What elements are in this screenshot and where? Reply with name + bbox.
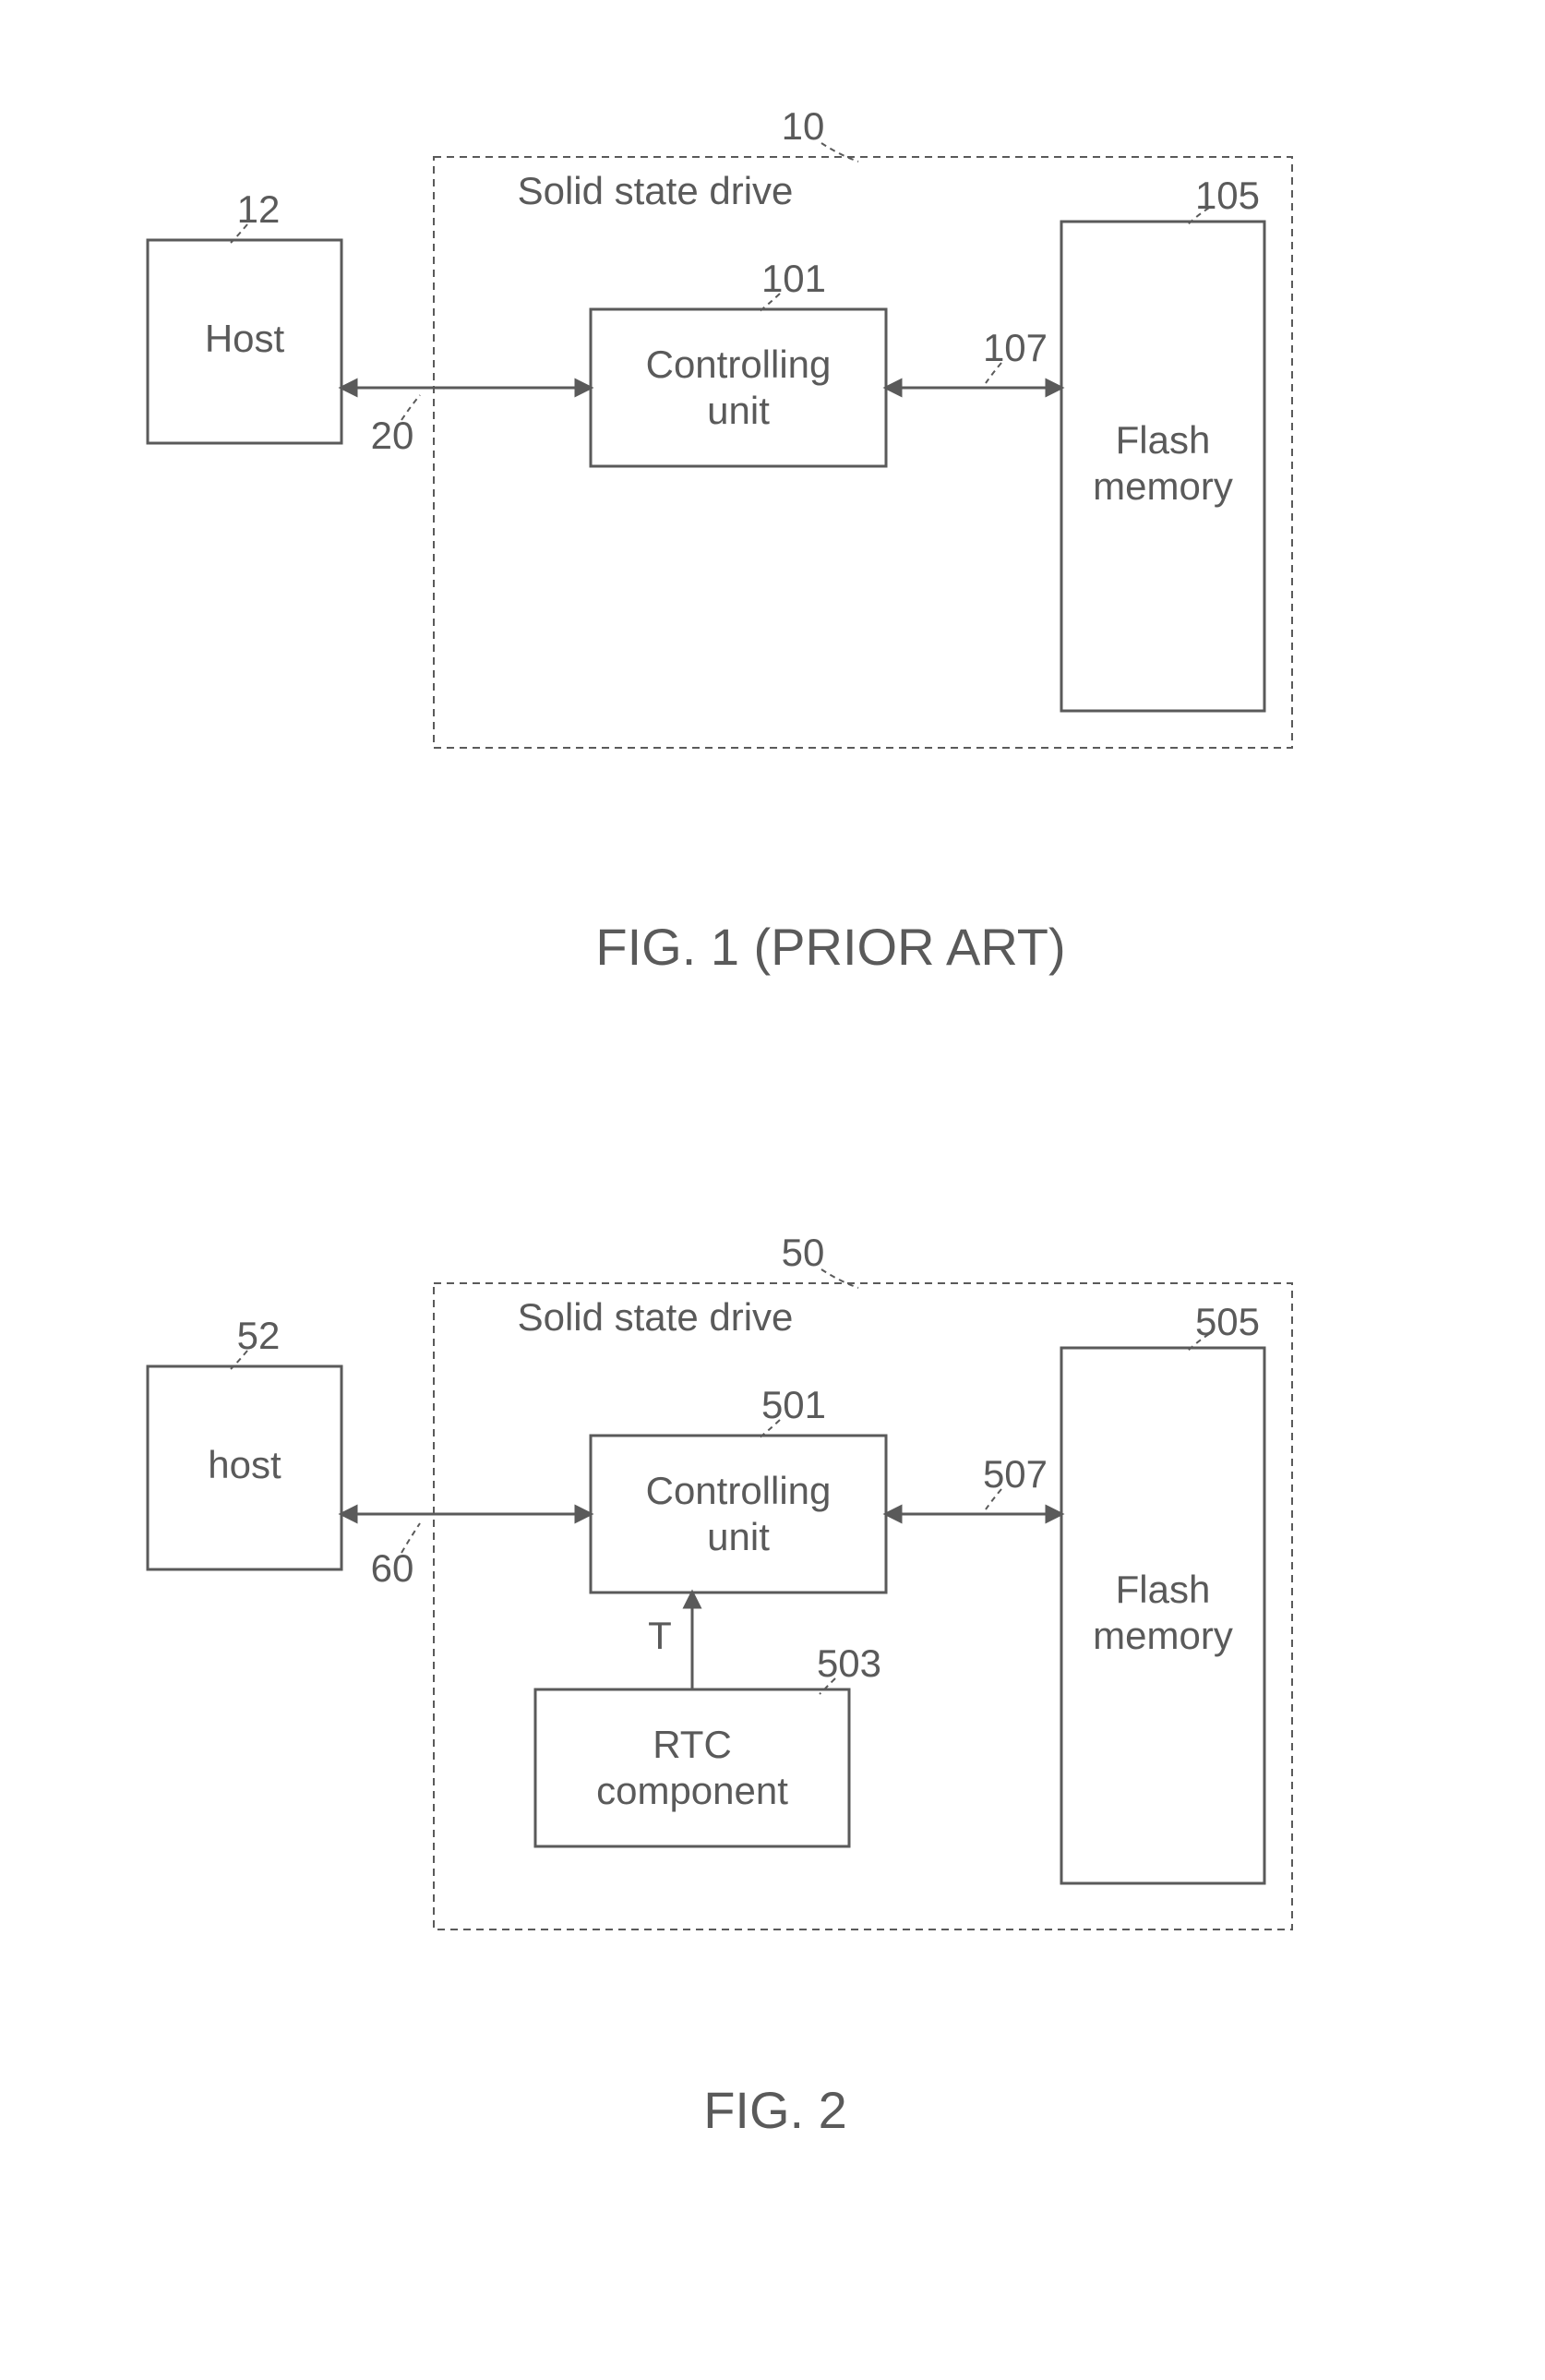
fig1-ctrl-text2: unit — [707, 389, 770, 432]
fig2-rtc-text1: RTC — [653, 1723, 732, 1766]
fig2-ctrl-box — [591, 1436, 886, 1593]
fig2-ctrl-ref-num: 501 — [761, 1383, 826, 1426]
fig1-host-ref-num: 12 — [237, 187, 281, 231]
fig1-flash-text1: Flash — [1116, 418, 1211, 462]
fig1-flash-text2: memory — [1093, 464, 1233, 508]
fig1-ssd-ref-num: 10 — [782, 104, 825, 148]
fig2-flash-text2: memory — [1093, 1614, 1233, 1657]
fig1-conn-ctrl-flash-ref-num: 107 — [983, 326, 1048, 369]
fig2-host-text: host — [208, 1443, 281, 1486]
fig2-rtc-ref-num: 503 — [817, 1641, 881, 1685]
fig1-ctrl-ref-num: 101 — [761, 257, 826, 300]
fig1-ctrl-text1: Controlling — [646, 343, 832, 386]
fig2-ctrl-text1: Controlling — [646, 1469, 832, 1512]
fig1-ctrl-box — [591, 309, 886, 466]
fig1-conn-host-ctrl-ref-num: 20 — [371, 414, 414, 457]
fig1-ssd-title: Solid state drive — [518, 169, 794, 212]
fig2-conn-ctrl-flash-ref-num: 507 — [983, 1452, 1048, 1496]
fig1-host-text: Host — [205, 317, 285, 360]
fig2-ssd-ref-num: 50 — [782, 1231, 825, 1274]
fig2-conn-rtc-ctrl-label: T — [648, 1614, 672, 1657]
fig2-conn-host-ctrl-ref-num: 60 — [371, 1546, 414, 1590]
fig2-rtc-box — [535, 1689, 849, 1846]
fig1-caption: FIG. 1 (PRIOR ART) — [595, 918, 1065, 976]
fig2-ssd-title: Solid state drive — [518, 1295, 794, 1339]
fig2-flash-text1: Flash — [1116, 1568, 1211, 1611]
fig2-caption: FIG. 2 — [703, 2081, 847, 2139]
fig2-host-ref-num: 52 — [237, 1314, 281, 1357]
fig2-rtc-text2: component — [596, 1769, 788, 1812]
fig2-ctrl-text2: unit — [707, 1515, 770, 1558]
